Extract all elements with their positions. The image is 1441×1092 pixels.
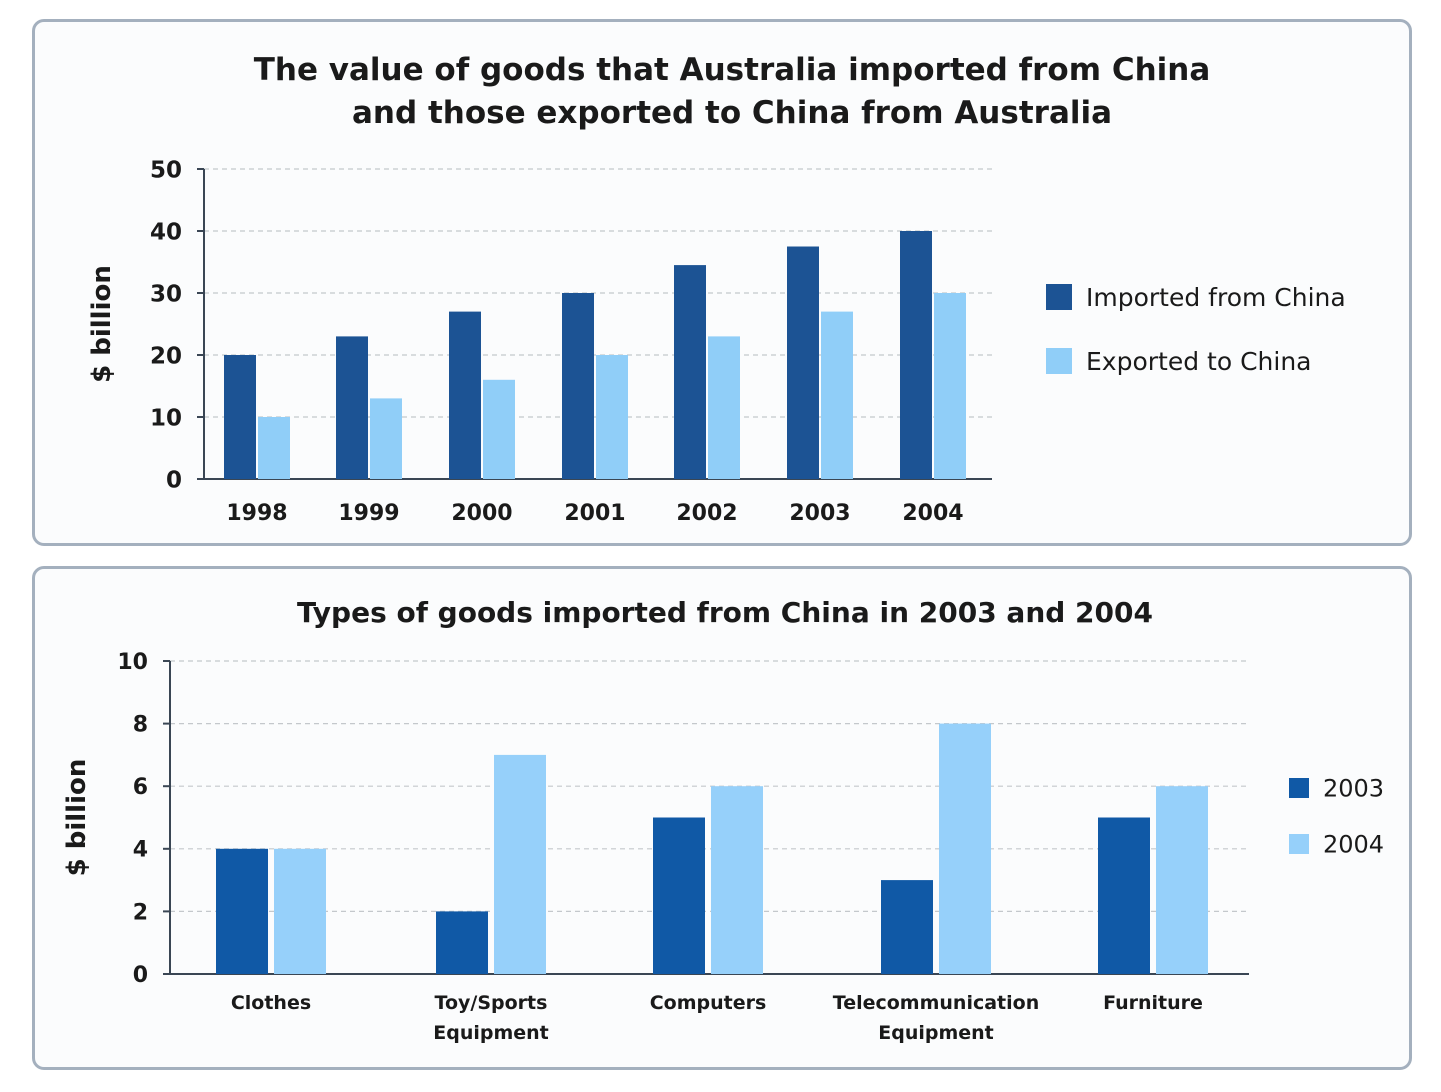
bar-2004-furniture	[1156, 786, 1208, 974]
x-tick-label: 2001	[564, 501, 625, 526]
chart-goods-types: Types of goods imported from China in 20…	[62, 596, 1384, 1044]
chart-title-line: The value of goods that Australia import…	[254, 52, 1211, 88]
bar-2003-toy-sports-equipment	[436, 911, 488, 974]
y-tick-label: 2	[133, 900, 148, 925]
bar-exported-to-china-1998	[258, 417, 290, 479]
bar-2004-toy-sports-equipment	[494, 754, 546, 974]
bar-2004-clothes	[274, 848, 326, 974]
bar-2004-telecommunication-equipment	[939, 723, 991, 974]
x-tick-label: Equipment	[433, 1022, 549, 1044]
bar-imported-from-china-1999	[336, 336, 368, 479]
y-tick-label: 30	[150, 281, 182, 307]
x-tick-label: 1999	[338, 501, 399, 526]
x-tick-label: 2004	[902, 501, 963, 526]
y-tick-label: 0	[133, 963, 148, 988]
y-tick-label: 10	[150, 405, 182, 431]
bar-imported-from-china-2003	[787, 246, 819, 479]
bar-exported-to-china-2003	[821, 311, 853, 479]
bar-2003-clothes	[216, 848, 268, 974]
bar-exported-to-china-2004	[934, 293, 966, 479]
legend-swatch-2003	[1289, 778, 1309, 798]
y-tick-label: 20	[150, 343, 182, 369]
x-tick-label: 2002	[676, 501, 737, 526]
x-tick-label: 1998	[226, 501, 287, 526]
x-tick-label: 2003	[789, 501, 850, 526]
x-tick-label: 2000	[451, 501, 512, 526]
y-tick-label: 8	[133, 713, 148, 738]
bar-2004-computers	[711, 786, 763, 974]
x-tick-label: Telecommunication	[833, 992, 1039, 1014]
y-tick-label: 50	[150, 157, 182, 183]
bar-imported-from-china-2002	[674, 265, 706, 479]
bar-2003-telecommunication-equipment	[881, 880, 933, 974]
x-tick-label: Clothes	[231, 992, 311, 1014]
chart-title-line: Types of goods imported from China in 20…	[297, 596, 1153, 629]
bar-imported-from-china-2000	[449, 311, 481, 479]
legend-label-2003: 2003	[1323, 775, 1384, 803]
bar-exported-to-china-2002	[708, 336, 740, 479]
legend-label-exported-to-china: Exported to China	[1086, 347, 1312, 376]
chart-imports-exports: The value of goods that Australia import…	[87, 52, 1346, 526]
bar-2003-furniture	[1098, 817, 1150, 974]
y-tick-label: 40	[150, 219, 182, 245]
bar-imported-from-china-2001	[562, 293, 594, 479]
bar-exported-to-china-2001	[596, 355, 628, 479]
legend-swatch-imported-from-china	[1046, 284, 1072, 310]
bar-exported-to-china-1999	[370, 398, 402, 479]
x-tick-label: Computers	[650, 992, 767, 1014]
legend-label-2004: 2004	[1323, 831, 1384, 859]
legend-swatch-exported-to-china	[1046, 348, 1072, 374]
y-tick-label: 10	[117, 650, 148, 675]
bar-imported-from-china-2004	[900, 231, 932, 479]
x-tick-label: Toy/Sports	[435, 992, 548, 1014]
bar-exported-to-china-2000	[483, 379, 515, 479]
bar-2003-computers	[653, 817, 705, 974]
chart-panel-goods-types: Types of goods imported from China in 20…	[32, 566, 1412, 1070]
y-tick-label: 6	[133, 775, 148, 800]
x-tick-label: Furniture	[1103, 992, 1203, 1014]
y-axis-label: $ billion	[62, 759, 92, 877]
y-axis-label: $ billion	[87, 265, 117, 383]
bar-imported-from-china-1998	[224, 355, 256, 479]
legend-swatch-2004	[1289, 834, 1309, 854]
x-tick-label: Equipment	[878, 1022, 994, 1044]
chart-title-line: and those exported to China from Austral…	[352, 95, 1112, 131]
y-tick-label: 4	[133, 838, 148, 863]
legend-label-imported-from-china: Imported from China	[1086, 283, 1346, 312]
chart-panel-imports-exports: The value of goods that Australia import…	[32, 19, 1412, 546]
y-tick-label: 0	[166, 467, 182, 493]
